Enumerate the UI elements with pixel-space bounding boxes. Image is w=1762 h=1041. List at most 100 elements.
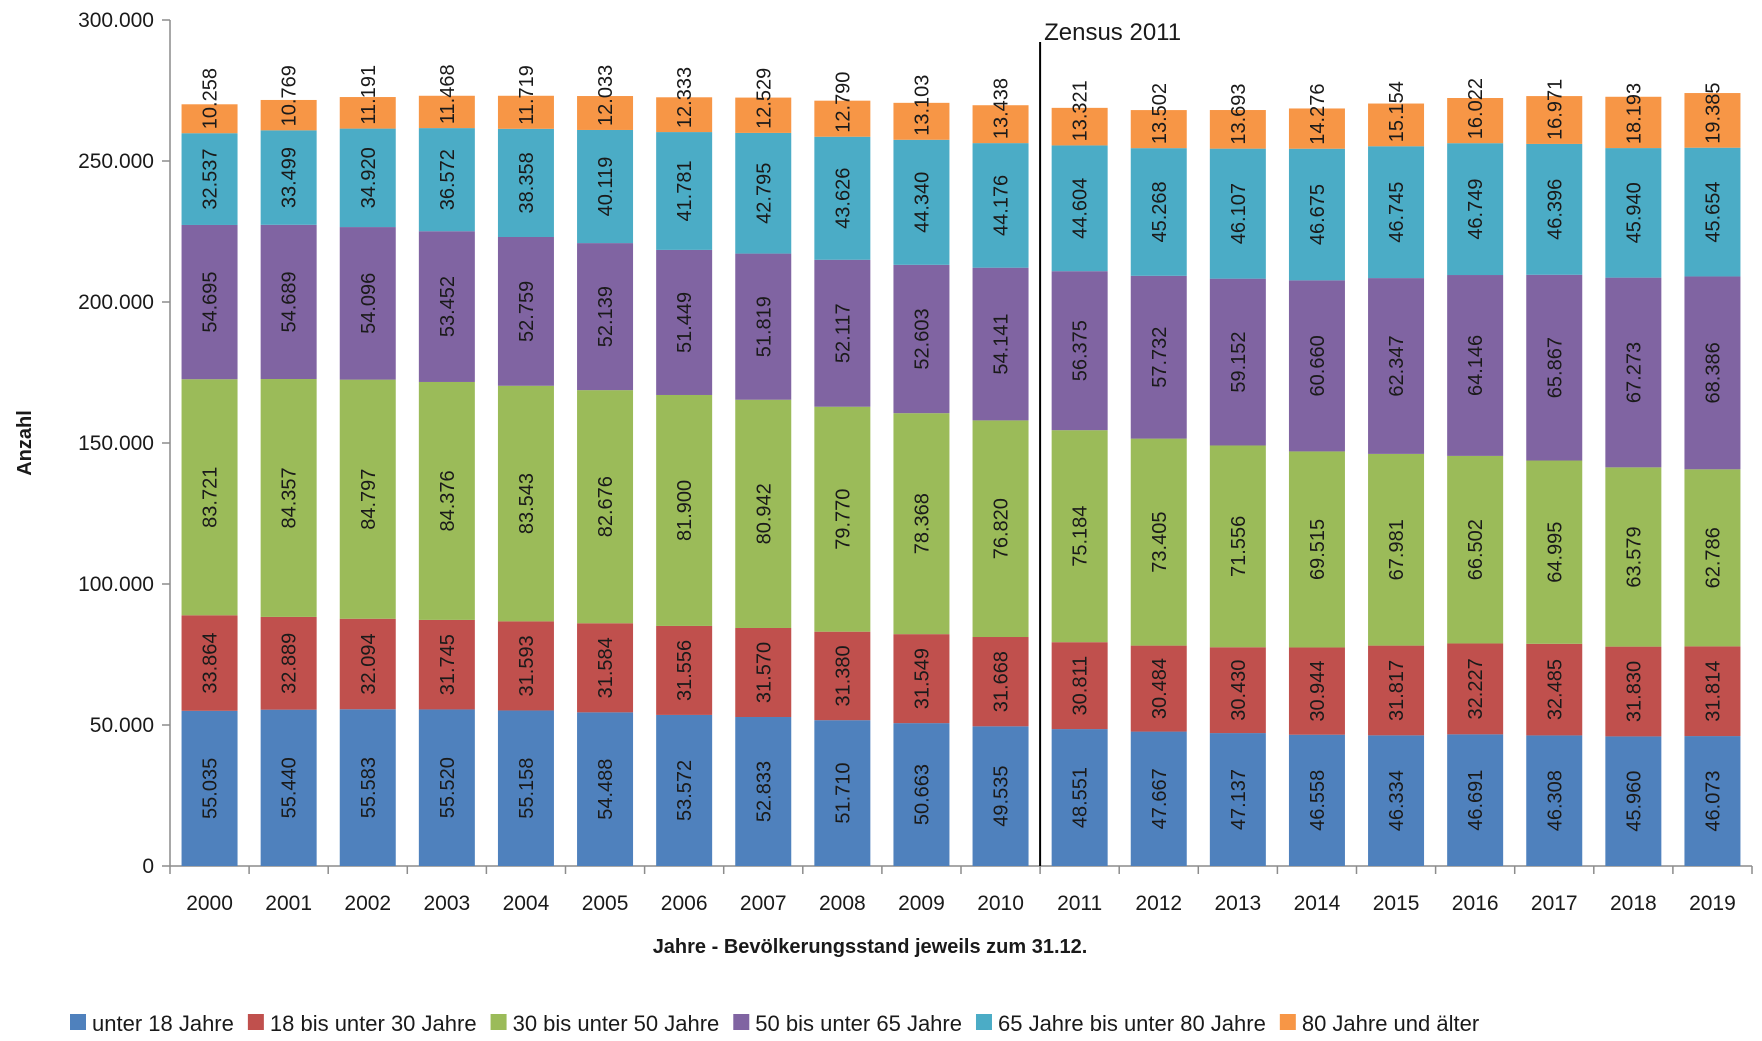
bar-segment xyxy=(972,726,1029,866)
bar-segment xyxy=(1209,733,1266,866)
x-tick-label: 2005 xyxy=(582,892,629,915)
bar-segment xyxy=(1288,734,1345,866)
data-label: 81.900 xyxy=(674,480,696,541)
data-label: 33.864 xyxy=(200,632,222,693)
bar-segment xyxy=(1684,646,1741,737)
data-label: 41.781 xyxy=(674,160,696,221)
data-label: 54.689 xyxy=(279,271,301,332)
bar-segment xyxy=(1447,455,1504,644)
data-label: 38.358 xyxy=(516,152,538,213)
bar-segment xyxy=(735,97,792,133)
data-label: 73.405 xyxy=(1149,512,1171,573)
bar-segment xyxy=(735,399,792,628)
data-label: 34.920 xyxy=(358,147,380,208)
bar-segment xyxy=(181,710,238,866)
bar-segment xyxy=(1288,451,1345,648)
data-label: 83.543 xyxy=(516,473,538,534)
data-label: 13.103 xyxy=(911,75,933,136)
y-tick-label: 100.000 xyxy=(78,573,154,596)
bar-segment xyxy=(1447,143,1504,276)
legend-swatch xyxy=(490,1014,507,1030)
y-tick-label: 0 xyxy=(142,855,154,878)
data-label: 78.368 xyxy=(911,493,933,554)
data-label: 31.584 xyxy=(595,637,617,698)
bar-segment xyxy=(1605,96,1662,149)
bar-segment xyxy=(577,129,634,244)
data-label: 30.430 xyxy=(1228,660,1250,721)
bar-segment xyxy=(260,99,317,131)
bar-segment xyxy=(1051,430,1108,643)
bar-segment xyxy=(1209,445,1266,648)
x-tick-label: 2017 xyxy=(1531,892,1578,915)
data-label: 31.817 xyxy=(1386,660,1408,721)
data-label: 62.786 xyxy=(1702,527,1724,588)
bar-segment xyxy=(1051,271,1108,431)
data-label: 47.667 xyxy=(1149,768,1171,829)
bars: 55.035 33.864 83.721 54.695 32.537 10.258 55.4… xyxy=(181,64,1741,866)
data-label: 66.502 xyxy=(1465,519,1487,580)
bar-segment xyxy=(735,253,792,400)
legend-label: 80 Jahre und älter xyxy=(1302,1011,1479,1036)
zensus-annotation: Zensus 2011 xyxy=(1044,19,1181,46)
data-label: 45.268 xyxy=(1149,181,1171,242)
bar-segment xyxy=(1684,736,1741,866)
bar-segment xyxy=(181,224,238,380)
data-label: 60.660 xyxy=(1307,335,1329,396)
bar-segment xyxy=(339,709,396,866)
x-tick-label: 2011 xyxy=(1057,892,1102,915)
data-label: 32.094 xyxy=(358,633,380,694)
data-label: 55.035 xyxy=(200,758,222,819)
bar-segment xyxy=(1605,736,1662,866)
bar-segment xyxy=(814,720,871,866)
data-label: 19.385 xyxy=(1702,83,1724,144)
x-axis-title: Jahre - Bevölkerungsstand jeweils zum 31… xyxy=(653,936,1088,958)
bar-segment xyxy=(1526,143,1583,275)
x-tick-label: 2004 xyxy=(503,892,550,915)
data-label: 15.154 xyxy=(1386,81,1408,142)
data-label: 46.749 xyxy=(1465,179,1487,240)
bar-segment xyxy=(577,712,634,866)
data-label: 84.376 xyxy=(437,470,459,531)
bar-segment xyxy=(418,95,475,129)
data-label: 32.227 xyxy=(1465,658,1487,719)
data-label: 51.819 xyxy=(753,296,775,357)
data-label: 55.440 xyxy=(279,757,301,818)
bar-segment xyxy=(260,616,317,710)
legend-label: 30 bis unter 50 Jahre xyxy=(513,1011,720,1036)
x-tick-label: 2014 xyxy=(1294,892,1341,915)
data-label: 64.146 xyxy=(1465,335,1487,396)
bar-segment xyxy=(893,723,950,866)
bar-segment xyxy=(181,615,238,711)
bar-segment xyxy=(1288,148,1345,281)
bar-segment xyxy=(1288,108,1345,149)
bar-segment xyxy=(1447,734,1504,866)
data-label: 31.830 xyxy=(1623,661,1645,722)
bar-segment xyxy=(893,413,950,635)
data-label: 12.790 xyxy=(832,72,854,133)
data-label: 46.745 xyxy=(1386,182,1408,243)
bar-segment xyxy=(1368,735,1425,866)
bar-segment xyxy=(339,379,396,619)
bar-segment xyxy=(1209,647,1266,734)
x-tick-label: 2001 xyxy=(265,892,312,915)
legend-label: 18 bis unter 30 Jahre xyxy=(270,1011,477,1036)
bar-segment xyxy=(1526,735,1583,866)
data-label: 57.732 xyxy=(1149,327,1171,388)
bar-segment xyxy=(339,227,396,380)
data-label: 52.759 xyxy=(516,281,538,342)
bar-segment xyxy=(260,379,317,617)
bar-segment xyxy=(1130,731,1187,866)
bar-segment xyxy=(972,105,1029,144)
bar-segment xyxy=(1209,278,1266,446)
bar-segment xyxy=(1130,110,1187,149)
data-label: 14.276 xyxy=(1307,84,1329,145)
x-tick-label: 2002 xyxy=(344,892,391,915)
data-label: 31.745 xyxy=(437,634,459,695)
data-label: 40.119 xyxy=(595,157,617,217)
bar-segment xyxy=(814,259,871,407)
data-label: 67.273 xyxy=(1623,342,1645,403)
x-tick-label: 2006 xyxy=(661,892,708,915)
x-tick-label: 2007 xyxy=(740,892,787,915)
data-label: 30.811 xyxy=(1070,656,1092,716)
data-label: 32.889 xyxy=(279,633,301,694)
